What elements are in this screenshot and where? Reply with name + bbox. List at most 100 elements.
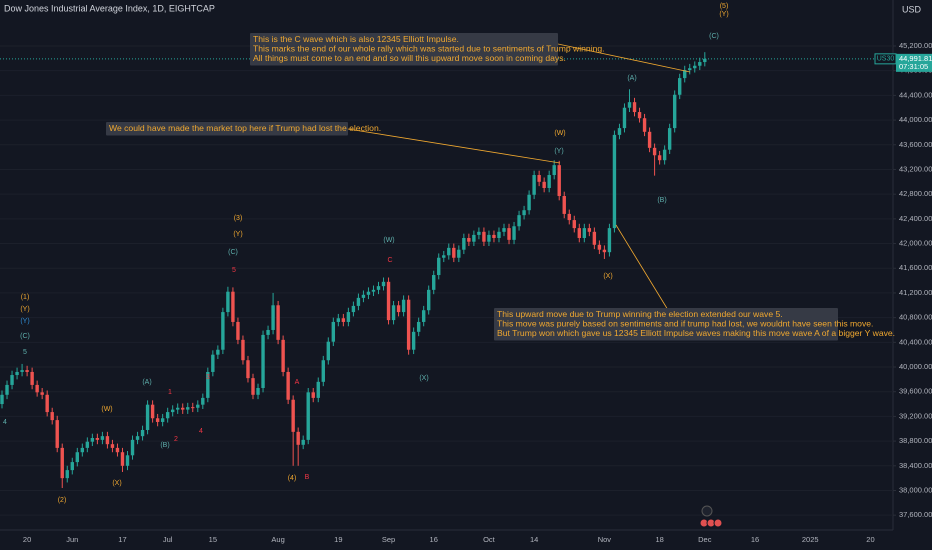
note-box bbox=[106, 122, 348, 136]
y-tick-label: 43,600.00 bbox=[899, 140, 932, 149]
candle-body bbox=[662, 149, 667, 161]
note-connector bbox=[557, 43, 691, 73]
candle-body bbox=[221, 312, 225, 350]
candle-body bbox=[366, 291, 371, 295]
wave-label: (C) bbox=[20, 333, 30, 340]
countdown-label: 07:31:05 bbox=[899, 62, 928, 71]
candle-body bbox=[637, 112, 642, 119]
candle-body bbox=[567, 213, 571, 221]
candle-body bbox=[597, 244, 602, 250]
wave-label: (B) bbox=[657, 197, 666, 204]
candle-body bbox=[622, 107, 627, 129]
candle-body bbox=[165, 412, 170, 419]
last-price-label: 44,991.81 bbox=[899, 54, 932, 63]
x-tick-label: 20 bbox=[23, 535, 31, 544]
x-tick-label: 19 bbox=[334, 535, 342, 544]
y-tick-label: 38,000.00 bbox=[899, 485, 932, 494]
candle-body bbox=[0, 394, 4, 405]
candle-body bbox=[306, 392, 310, 440]
candle-body bbox=[462, 237, 466, 250]
candle-body bbox=[30, 371, 34, 385]
y-tick-label: 40,000.00 bbox=[899, 362, 932, 371]
candle-body bbox=[411, 331, 416, 350]
candle-body bbox=[537, 175, 541, 182]
candle-body bbox=[406, 299, 411, 350]
x-tick-label: Oct bbox=[483, 535, 496, 544]
plot bbox=[0, 52, 707, 489]
y-tick-label: 40,800.00 bbox=[899, 313, 932, 322]
candle-body bbox=[698, 62, 702, 66]
candle-body bbox=[652, 147, 657, 156]
candle-body bbox=[191, 407, 195, 409]
candle-body bbox=[176, 407, 180, 410]
wave-label: (X) bbox=[112, 480, 121, 487]
candle-body bbox=[186, 407, 190, 410]
candle-body bbox=[617, 128, 622, 135]
x-tick-label: 20 bbox=[866, 535, 874, 544]
y-tick-label: 41,200.00 bbox=[899, 288, 932, 297]
x-tick-label: 16 bbox=[751, 535, 759, 544]
x-tick-label: 2025 bbox=[802, 535, 819, 544]
y-tick-label: 41,600.00 bbox=[899, 263, 932, 272]
candle-body bbox=[85, 441, 90, 448]
candle-body bbox=[316, 381, 320, 398]
candle-body bbox=[201, 397, 205, 405]
wave-label: (2) bbox=[58, 497, 67, 504]
wave-label: (B) bbox=[160, 442, 169, 449]
candle-body bbox=[196, 404, 200, 408]
candle-body bbox=[632, 102, 637, 113]
candle-body bbox=[100, 436, 105, 440]
candle-body bbox=[351, 305, 356, 313]
candle-body bbox=[70, 462, 74, 471]
candle-body bbox=[241, 339, 245, 361]
candle-body bbox=[251, 378, 255, 395]
y-tick-label: 43,200.00 bbox=[899, 164, 932, 173]
wave-label: (X) bbox=[419, 375, 428, 382]
candle-body bbox=[582, 228, 587, 238]
symbol-label: US30 bbox=[877, 56, 895, 63]
wave-label: (Y) bbox=[20, 306, 29, 313]
x-tick-label: Dec bbox=[698, 535, 712, 544]
wave-label: (Y) bbox=[233, 231, 242, 238]
x-tick-label: 16 bbox=[430, 535, 438, 544]
candle-body bbox=[35, 384, 39, 393]
candle-body bbox=[602, 249, 607, 253]
candle-body bbox=[472, 234, 476, 242]
candle-body bbox=[542, 181, 546, 188]
note-text: All things must come to an end and so wi… bbox=[253, 53, 566, 63]
y-tick-label: 42,400.00 bbox=[899, 214, 932, 223]
wave-label: 2 bbox=[174, 436, 178, 443]
candle-body bbox=[120, 452, 125, 466]
candle-body bbox=[40, 392, 44, 395]
candle-body bbox=[216, 349, 220, 355]
wave-label: 5 bbox=[232, 267, 236, 274]
x-tick-label: 17 bbox=[118, 535, 126, 544]
candle-body bbox=[416, 321, 421, 332]
candle-body bbox=[386, 281, 391, 321]
candle-body bbox=[346, 312, 351, 322]
candle-body bbox=[371, 289, 376, 292]
candle-body bbox=[125, 455, 130, 466]
wave-label: (X) bbox=[603, 273, 612, 280]
wave-label: (Y) bbox=[20, 318, 29, 325]
x-tick-label: 15 bbox=[209, 535, 217, 544]
wave-label: 4 bbox=[199, 428, 203, 435]
candle-body bbox=[206, 371, 210, 398]
y-tick-label: 40,400.00 bbox=[899, 337, 932, 346]
candle-body bbox=[547, 175, 551, 188]
candle-body bbox=[50, 412, 54, 421]
candle-body bbox=[667, 128, 672, 150]
candle-body bbox=[452, 247, 456, 258]
candle-body bbox=[311, 392, 315, 398]
candle-body bbox=[532, 175, 536, 195]
candle-body bbox=[261, 334, 265, 389]
candle-body bbox=[326, 341, 330, 361]
candle-body bbox=[457, 249, 461, 258]
candle-body bbox=[296, 431, 300, 445]
candle-body bbox=[552, 165, 556, 176]
candle-body bbox=[25, 370, 29, 372]
overlay: (5)(Y)(C)(A)(W)(Y)(B)(X)(W)C(X)(3)(Y)(C)… bbox=[0, 3, 895, 528]
price-box bbox=[896, 53, 932, 72]
wave-label: C bbox=[387, 257, 392, 264]
